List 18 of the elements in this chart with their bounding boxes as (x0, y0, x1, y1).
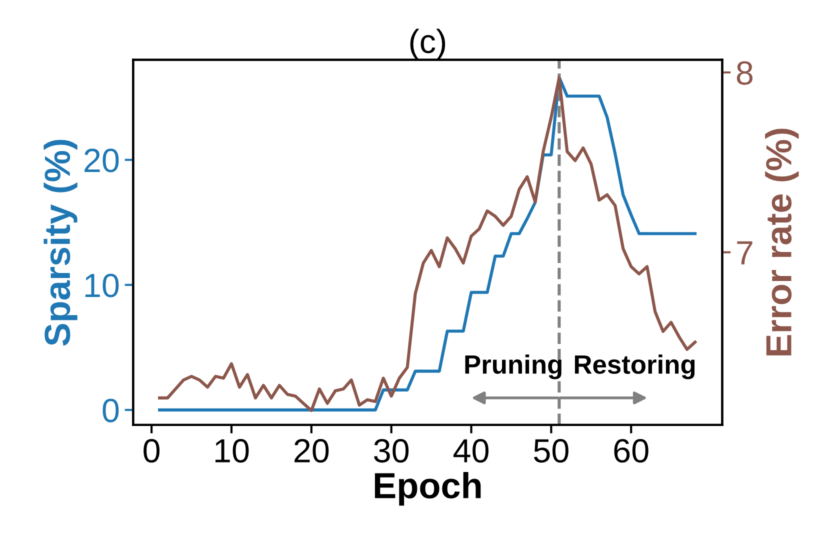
x-tick-label: 60 (614, 439, 648, 463)
x-axis-title: Epoch (374, 472, 481, 506)
y2-tick-label: 8 (736, 61, 753, 85)
y-tick-label: 0 (102, 398, 119, 422)
x-tick-label: 50 (534, 439, 568, 463)
y2-tick-label: 7 (737, 241, 752, 264)
x-tick-label: 40 (453, 439, 488, 463)
x-tick-label: 30 (374, 439, 409, 463)
y2-axis-title: Error rate (%) (765, 128, 799, 356)
y-tick-label: 20 (84, 148, 119, 172)
annotation: Restoring (574, 354, 695, 380)
annotation: Pruning (465, 354, 562, 380)
x-tick-label: 10 (215, 439, 249, 463)
chart-title: (c) (410, 28, 446, 60)
x-tick-label: 20 (294, 439, 329, 463)
y-tick-label: 10 (85, 274, 119, 298)
x-tick-label: 0 (144, 439, 160, 463)
y-axis-title: Sparsity (%) (44, 140, 78, 346)
